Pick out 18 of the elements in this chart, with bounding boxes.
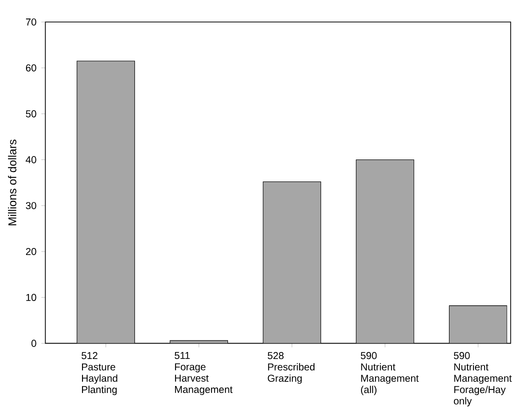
x-tick-label: 590 Nutrient Management Forage/Hay only: [454, 352, 512, 406]
y-tick-label: 40: [26, 156, 36, 164]
x-tick-label: 528 Prescribed Grazing: [268, 352, 314, 384]
x-tick-label: 590 Nutrient Management (all): [360, 352, 419, 396]
bar: [262, 181, 322, 344]
y-tick-label: 60: [26, 64, 36, 72]
y-tick-label: 70: [26, 18, 36, 26]
bar: [76, 60, 135, 344]
bar: [356, 159, 414, 344]
y-tick-label: 50: [26, 110, 36, 118]
x-tick-label: 512 Pasture Hayland Planting: [82, 352, 118, 396]
x-tick-label: 511 Forage Harvest Management: [174, 352, 233, 395]
bar: [448, 305, 508, 344]
y-tick-label: 0: [31, 340, 36, 347]
y-tick-label: 20: [26, 248, 36, 256]
y-tick-label: 10: [26, 294, 36, 301]
y-tick-label: 30: [26, 202, 36, 210]
y-axis-title: Millions of dollars: [8, 140, 16, 226]
